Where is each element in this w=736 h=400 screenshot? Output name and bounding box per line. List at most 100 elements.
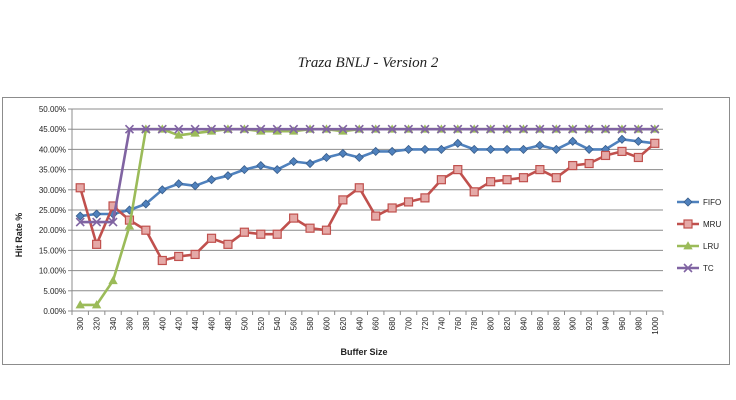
data-point-tc [354,124,364,134]
x-tick-label: 660 [372,316,381,330]
data-point-mru [420,193,430,203]
series-tc [75,124,660,227]
x-tick-label: 680 [388,316,397,330]
data-point-mru [321,225,332,235]
data-point-mru [92,239,102,249]
data-point-tc [108,217,118,227]
data-point-fifo [174,179,184,189]
data-point-fifo [469,144,479,154]
data-point-tc [157,124,167,134]
data-point-tc [617,124,627,134]
data-point-fifo [92,209,102,219]
x-tick-label: 320 [93,316,102,330]
y-tick-label: 50.00% [39,105,66,114]
legend-item-mru: MRU [677,219,721,229]
data-point-tc [551,124,561,134]
data-point-fifo [453,138,463,148]
x-tick-label: 640 [355,316,364,330]
data-point-tc [92,217,102,227]
data-point-fifo [305,158,315,169]
legend-marker [683,219,693,229]
data-point-mru [551,173,561,183]
x-tick-label: 560 [290,316,299,330]
data-point-fifo [387,146,397,156]
data-point-tc [535,124,545,134]
data-point-fifo [157,185,167,195]
data-point-tc [190,124,200,134]
data-point-mru [141,225,151,235]
data-point-mru [518,173,529,183]
x-tick-label: 900 [569,316,578,330]
data-point-fifo [371,146,381,156]
data-point-tc [453,124,463,134]
data-point-tc [272,124,282,134]
legend-label: FIFO [703,198,721,207]
legend: FIFO MRU LRU TC [677,197,721,273]
data-point-lru [75,300,85,309]
data-point-tc [502,124,512,134]
data-point-mru [157,255,167,266]
data-point-tc [174,124,184,134]
data-point-mru [436,175,446,185]
data-point-lru [108,275,118,285]
x-tick-label: 880 [552,316,561,330]
x-tick-label: 540 [273,316,282,330]
data-point-tc [387,124,397,134]
x-tick-label: 740 [437,316,446,330]
data-point-fifo [403,144,414,154]
data-point-mru [190,249,200,260]
data-point-mru [486,177,496,187]
x-tick-label: 960 [618,316,627,330]
x-tick-label: 720 [421,316,430,330]
data-point-mru [289,213,299,223]
data-point-tc [124,124,135,134]
data-point-fifo [535,140,545,150]
y-tick-label: 15.00% [39,246,66,255]
y-tick-label: 30.00% [39,186,66,195]
data-point-mru [206,233,217,243]
data-point-fifo [223,171,233,181]
legend-item-tc: TC [677,263,714,273]
data-point-mru [338,195,348,205]
y-tick-label: 40.00% [39,145,66,154]
data-point-lru [91,300,102,309]
legend-label: TC [703,264,714,273]
legend-item-lru: LRU [677,241,719,251]
data-point-tc [420,124,430,134]
data-point-tc [436,124,446,134]
data-point-mru [403,197,414,207]
x-tick-label: 380 [142,316,151,330]
x-tick-label: 840 [519,316,528,330]
x-tick-label: 580 [306,316,315,330]
x-tick-label: 460 [208,316,217,330]
data-point-fifo [256,160,266,171]
legend-marker [683,197,693,207]
data-point-lru [174,130,184,139]
data-point-mru [256,229,266,239]
data-point-tc [633,124,643,134]
data-point-tc [486,124,496,134]
data-point-tc [206,124,217,134]
data-point-lru [190,128,200,137]
data-point-tc [305,124,315,134]
x-tick-label: 780 [470,316,479,330]
series-line-fifo [80,137,655,218]
data-point-mru [239,227,249,237]
data-point-mru [272,229,282,239]
data-point-tc [239,124,249,134]
data-point-fifo [321,152,332,163]
legend-marker [683,263,693,273]
axes: 0.00% 5.00% 10.00% 15.00% 20.00% 25.00% 30.00%… [39,105,664,335]
data-point-tc [600,124,611,134]
data-point-tc [650,124,660,134]
data-point-fifo [617,134,627,144]
legend-marker [683,241,693,250]
x-tick-label: 760 [454,316,463,330]
x-tick-label: 700 [405,316,414,330]
x-tick-label: 440 [191,316,200,330]
data-point-fifo [633,136,643,146]
data-point-tc [256,124,266,134]
data-point-fifo [206,175,217,185]
x-tick-label: 620 [339,316,348,330]
data-point-mru [75,183,85,193]
